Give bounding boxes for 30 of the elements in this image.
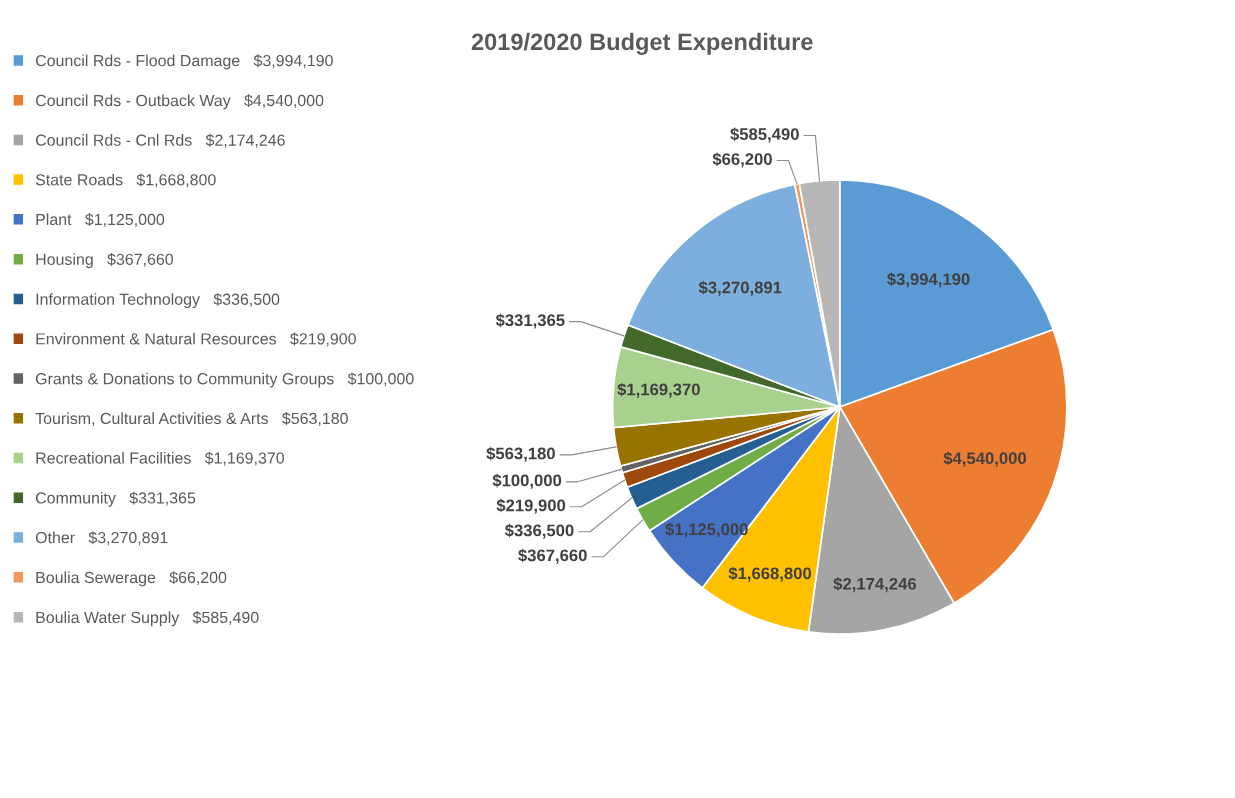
legend-label: Council Rds - Cnl Rds $2,174,246 xyxy=(35,133,285,148)
legend-label: Other $3,270,891 xyxy=(35,531,168,546)
data-label: $585,490 xyxy=(730,127,799,143)
legend-label: Boulia Water Supply $585,490 xyxy=(36,611,259,627)
data-label: $219,900 xyxy=(496,498,566,514)
legend-label: Grants & Donations to Community Groups $100,000 xyxy=(35,372,414,388)
legend-label: Community $331,365 xyxy=(35,491,196,507)
legend-label: Information Technology $336,500 xyxy=(36,292,280,309)
legend-label: Council Rds - Outback Way $4,540,000 xyxy=(35,94,324,110)
legend-label: Council Rds - Flood Damage $3,994,190 xyxy=(35,54,333,70)
data-label: $66,200 xyxy=(712,152,772,168)
data-label: $1,169,370 xyxy=(617,382,700,398)
legend-label: Recreational Facilities $1,169,370 xyxy=(36,451,284,466)
legend-label: State Roads $1,668,800 xyxy=(35,173,216,188)
data-label: $367,660 xyxy=(518,548,587,564)
chart-title: 2019/2020 Budget Expenditure xyxy=(471,32,813,55)
legend-label: Tourism, Cultural Activities & Arts $563,180 xyxy=(35,412,348,426)
data-label: $331,365 xyxy=(495,313,565,329)
legend-label: Plant $1,125,000 xyxy=(36,213,165,227)
data-label: $3,994,190 xyxy=(887,272,970,288)
legend-label: Housing $367,660 xyxy=(36,253,174,269)
legend-label: Environment & Natural Resources $219,900 xyxy=(36,332,356,347)
data-label: $336,500 xyxy=(504,523,574,539)
data-label: $3,270,891 xyxy=(698,280,782,296)
data-label: $100,000 xyxy=(492,473,562,489)
data-label: $1,668,800 xyxy=(728,566,812,582)
data-label: $4,540,000 xyxy=(943,451,1027,467)
data-label: $2,174,246 xyxy=(833,577,917,593)
data-label: $563,180 xyxy=(486,446,555,462)
legend-label: Boulia Sewerage $66,200 xyxy=(36,571,227,587)
